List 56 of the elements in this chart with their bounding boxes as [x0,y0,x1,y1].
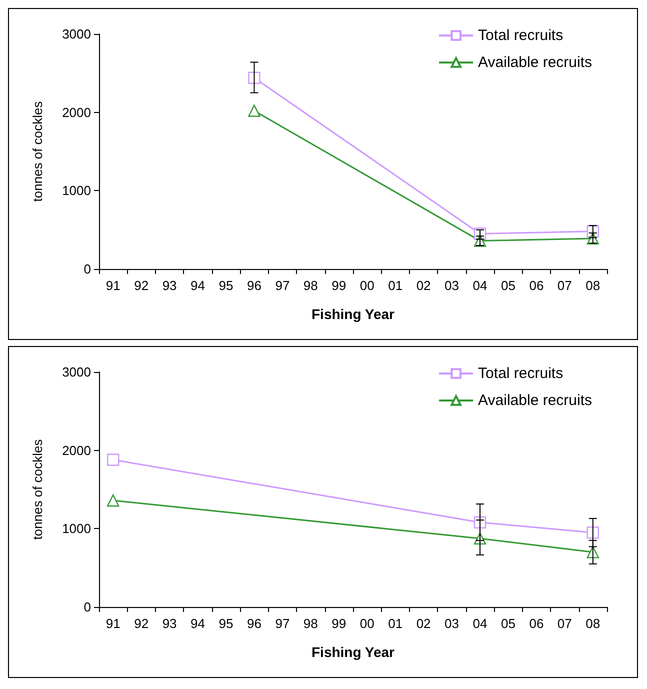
x-tick-label: 07 [557,278,572,293]
x-tick-label: 98 [303,278,318,293]
point [107,494,120,507]
x-tick-label: 07 [557,616,572,631]
legend-label: Total recruits [478,27,564,44]
point [248,104,260,117]
y-axis-title: tonnes of cockles [30,438,45,540]
x-tick-label: 91 [106,278,120,293]
y-tick-label: 3000 [62,26,91,42]
y-tick-label: 2000 [62,104,91,120]
x-tick-label: 91 [106,616,120,631]
x-tick-label: 99 [332,616,346,631]
point [248,72,260,84]
y-tick-label: 3000 [62,364,91,380]
x-tick-label: 08 [586,278,600,293]
x-tick-label: 05 [500,616,516,631]
legend-label: Available recruits [478,392,592,409]
x-tick-label: 00 [360,616,374,631]
x-axis-title: Fishing Year [312,306,396,322]
x-tick-label: 97 [275,616,290,631]
point [107,454,120,466]
x-tick-label: 00 [360,278,374,293]
x-tick-label: 03 [444,278,460,293]
legend-label: Available recruits [478,54,592,71]
y-tick-label: 0 [84,262,91,276]
x-tick-label: 01 [388,278,403,293]
x-tick-label: 93 [162,278,177,293]
x-tick-label: 01 [388,616,403,631]
x-tick-label: 92 [134,278,149,293]
y-tick-label: 2000 [62,442,91,458]
x-tick-label: 93 [162,616,177,631]
y-tick-label: 1000 [62,521,91,536]
x-tick-label: 02 [416,278,431,293]
x-tick-label: 06 [529,278,544,293]
x-tick-label: 95 [218,616,234,631]
y-tick-label: 1000 [62,183,91,198]
x-axis-title: Fishing Year [312,644,396,660]
x-tick-label: 95 [218,278,234,293]
x-tick-label: 03 [444,616,460,631]
x-tick-label: 04 [472,278,488,293]
x-tick-label: 04 [472,616,488,631]
x-tick-label: 92 [134,616,149,631]
y-tick-label: 0 [84,600,91,614]
x-tick-label: 06 [529,616,544,631]
x-tick-label: 02 [416,616,431,631]
x-tick-label: 08 [586,616,600,631]
x-tick-label: 99 [332,278,346,293]
x-tick-label: 98 [303,616,318,631]
x-tick-label: 96 [246,616,262,631]
legend-label: Total recruits [478,365,564,382]
x-tick-label: 97 [275,278,290,293]
x-tick-label: 94 [190,278,206,293]
x-tick-label: 96 [246,278,262,293]
x-tick-label: 05 [500,278,516,293]
y-axis-title: tonnes of cockles [30,100,45,202]
x-tick-label: 94 [190,616,206,631]
